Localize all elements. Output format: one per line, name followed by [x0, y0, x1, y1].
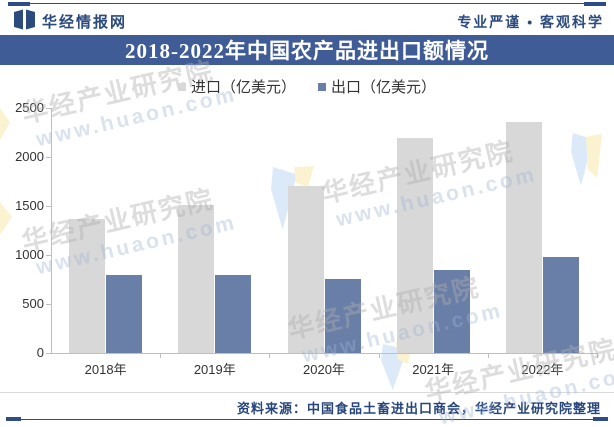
bottom-border-line [8, 419, 606, 420]
x-axis-tick-mark [269, 354, 271, 358]
y-axis-tick-label: 2000 [15, 149, 44, 164]
x-axis-label: 2019年 [193, 362, 236, 377]
bar-export-2018年 [106, 274, 143, 353]
huajing-book-logo-icon [14, 9, 35, 30]
watermark-triangle-icon [294, 166, 314, 187]
y-axis-tick-label: 1500 [15, 198, 44, 213]
footer-separator-line [0, 392, 614, 393]
top-border-right-nub [584, 2, 606, 6]
x-axis-line [51, 353, 598, 354]
y-axis-tick-mark [46, 304, 51, 305]
y-axis-tick-label: 1000 [15, 247, 44, 262]
x-axis-tick-mark [597, 354, 598, 358]
legend-item-export: 出口（亿美元） [318, 76, 436, 97]
bar-import-2020年 [287, 185, 324, 353]
legend-label-import: 进口（亿美元） [190, 79, 296, 96]
y-axis-tick-mark [46, 353, 51, 354]
bottom-border-left-nub [6, 417, 21, 421]
y-axis-tick-label: 500 [22, 296, 44, 311]
x-axis-label: 2021年 [412, 362, 455, 377]
y-axis-tick-mark [46, 108, 51, 109]
bar-import-2018年 [69, 218, 106, 353]
x-axis-label: 2022年 [521, 362, 564, 377]
y-axis-tick-mark [46, 206, 51, 207]
bottom-border-right-nub [593, 417, 608, 421]
x-axis-label: 2020年 [303, 362, 345, 377]
top-border-left-nub [8, 2, 30, 6]
import-legend-swatch [177, 82, 186, 91]
y-axis-line [51, 108, 52, 354]
top-border-line [8, 3, 606, 4]
x-axis-label: 2018年 [84, 362, 127, 377]
header-slogan: 专业严谨 • 客观科学 [457, 14, 604, 30]
y-axis-tick-mark [46, 157, 51, 158]
x-axis-tick-mark [160, 354, 162, 358]
bar-export-2019年 [215, 275, 252, 353]
legend-label-export: 出口（亿美元） [331, 79, 437, 96]
data-source-note: 资料来源：中国食品土畜进出口商会，华经产业研究院整理 [236, 401, 601, 416]
bar-export-2021年 [433, 270, 470, 353]
title-band: 2018-2022年中国农产品进出口额情况 [0, 35, 614, 65]
bar-export-2020年 [324, 278, 361, 353]
x-axis-tick-mark [487, 354, 489, 358]
legend-item-import: 进口（亿美元） [177, 76, 296, 97]
bar-import-2021年 [396, 137, 433, 353]
watermark-triangle-icon [586, 134, 602, 178]
y-axis-tick-label: 0 [36, 345, 44, 360]
bar-import-2019年 [178, 205, 215, 353]
y-axis-tick-mark [46, 255, 51, 256]
bar-import-2022年 [505, 121, 542, 353]
chart-legend: 进口（亿美元） 出口（亿美元） [0, 76, 614, 97]
export-legend-swatch [318, 82, 326, 91]
x-axis-tick-mark [378, 354, 380, 358]
bar-export-2022年 [542, 256, 579, 353]
y-axis-tick-label: 2500 [15, 100, 44, 115]
brand-name: 华经情报网 [42, 14, 128, 31]
chart-title: 2018-2022年中国农产品进出口额情况 [125, 39, 489, 63]
watermark-triangle-icon [571, 133, 593, 186]
